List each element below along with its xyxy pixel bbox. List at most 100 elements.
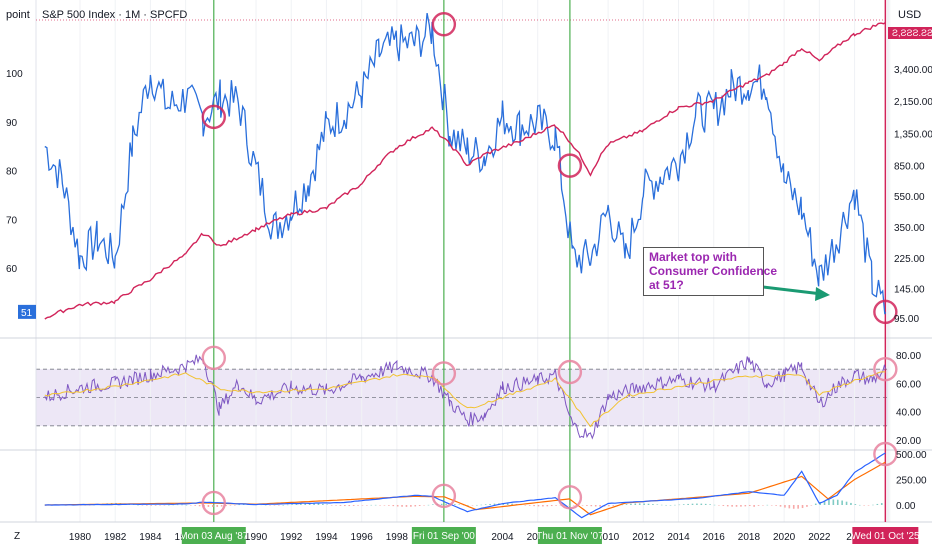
time-axis-tick: 2010 <box>597 532 620 543</box>
date-marker-label: Thu 01 Nov '07 <box>536 531 604 542</box>
macd-histogram-bar <box>687 503 689 505</box>
macd-histogram-bar <box>80 505 82 506</box>
highlight-circle <box>431 361 457 386</box>
macd-histogram-bar <box>718 505 720 506</box>
annotation-line-3: at 51? <box>649 278 684 292</box>
macd-histogram-bar <box>322 503 324 505</box>
right-current-value-label: Ƨ,ƧƧƧ.ƧƧ <box>892 28 932 38</box>
right-axis-tick: 225.00 <box>894 254 925 265</box>
macd-histogram-bar <box>788 505 791 509</box>
macd-histogram-bar <box>401 505 403 507</box>
macd-histogram-bar <box>269 505 271 506</box>
date-marker-labels: Mon 03 Aug '87 Fri 01 Sep '00 Thu 01 Nov '… <box>179 527 920 544</box>
axis-labels: 100 90 80 70 60 51 3,400.00 2,150.00 1,350.00 850… <box>6 27 932 543</box>
macd-histogram-bar <box>863 505 865 506</box>
macd-histogram-bar <box>634 503 637 505</box>
macd-histogram-bar <box>313 503 315 505</box>
annotation-box[interactable]: Market top with Consumer Confidence at 5… <box>643 247 777 296</box>
macd-histogram-bar <box>185 504 188 506</box>
macd-histogram-bar <box>388 505 390 506</box>
macd-histogram-bar <box>713 504 716 506</box>
macd-histogram-bar <box>396 505 399 507</box>
date-marker-tag <box>411 527 476 544</box>
macd-histogram-bar <box>291 504 293 505</box>
macd-histogram-bar <box>652 504 654 505</box>
macd-histogram-bar <box>726 505 729 507</box>
macd-histogram-bar <box>418 505 421 506</box>
macd-histogram-bar <box>190 505 192 506</box>
macd-histogram-bar <box>150 505 153 506</box>
macd-histogram-bar <box>801 505 804 509</box>
highlight-circle <box>557 485 583 510</box>
date-marker-lines <box>213 0 887 522</box>
macd-histogram-bar <box>660 504 663 506</box>
macd-histogram-bar <box>344 505 346 507</box>
macd-histogram-bar <box>524 505 527 506</box>
macd-histogram-bar <box>647 503 650 505</box>
time-axis-tick: 2012 <box>632 532 655 543</box>
chart-title[interactable]: S&P 500 Index · 1M · SPCFD <box>42 9 188 21</box>
macd-histogram-bar <box>480 504 483 506</box>
macd-histogram-bar <box>722 505 725 506</box>
macd-histogram-bar <box>599 505 601 507</box>
time-axis-tick: 2014 <box>667 532 690 543</box>
macd-histogram-bar <box>700 503 703 505</box>
macd-histogram-bar <box>326 504 329 505</box>
macd-histogram-bar <box>814 503 817 505</box>
macd-histogram-bar <box>876 503 879 505</box>
macd-histogram-bar <box>762 505 764 506</box>
right-axis-tick: 1,350.00 <box>894 129 932 140</box>
rsi-axis-tick: 40.00 <box>896 408 921 419</box>
macd-histogram-bar <box>590 505 593 507</box>
highlight-circle <box>201 104 226 130</box>
macd-histogram-bar <box>212 505 214 508</box>
macd-histogram-bar <box>643 503 645 505</box>
macd-histogram-bar <box>286 504 289 506</box>
time-axis-tick: 1992 <box>280 532 303 543</box>
macd-histogram-bar <box>757 505 760 506</box>
macd-histogram-bar <box>630 503 632 505</box>
macd-histogram-bar <box>370 504 373 506</box>
macd-histogram-bar <box>586 505 588 506</box>
time-axis-tick: 1980 <box>69 532 92 543</box>
macd-histogram-bar <box>806 505 808 507</box>
macd-histogram-bar <box>146 505 148 506</box>
right-axis-tick: 550.00 <box>894 192 925 203</box>
right-axis-tick: 145.00 <box>894 285 925 296</box>
macd-histogram-bar <box>295 503 298 505</box>
macd-histogram-bar <box>682 504 685 505</box>
macd-histogram-bar <box>489 503 491 505</box>
macd-histogram-bar <box>828 499 830 505</box>
macd-axis-tick: 250.00 <box>896 476 927 487</box>
macd-histogram-bar <box>775 505 777 506</box>
macd-histogram-bar <box>405 505 408 507</box>
left-axis-tick: 80 <box>6 167 18 178</box>
macd-histogram-bar <box>172 504 175 506</box>
time-axis-tick: 1984 <box>139 532 162 543</box>
macd-histogram-bar <box>304 503 307 505</box>
macd-histogram-bar <box>168 504 170 506</box>
right-axis-unit-label[interactable]: USD <box>898 9 922 21</box>
macd-axis-tick: 500.00 <box>896 450 927 461</box>
macd-histogram-bar <box>832 499 835 505</box>
macd-histogram-bar <box>335 505 337 506</box>
macd-histogram-bar <box>282 504 285 506</box>
left-current-value-label: 51 <box>21 308 33 319</box>
highlight-circles <box>201 12 898 516</box>
macd-histogram-bar <box>594 505 597 507</box>
macd-histogram-bar <box>625 504 628 505</box>
macd-histogram-bar <box>308 503 311 505</box>
timezone-corner-label[interactable]: Z <box>14 531 21 542</box>
macd-histogram-bar <box>159 505 161 506</box>
macd-histogram-bar <box>753 505 755 507</box>
macd-histogram-bar <box>467 504 469 506</box>
macd-histogram-bar <box>638 503 641 505</box>
macd-histogram-bar <box>476 504 478 506</box>
right-axis-tick: 350.00 <box>894 223 925 234</box>
macd-line <box>44 452 886 519</box>
macd-histogram-bar <box>432 504 434 505</box>
macd-histogram-bar <box>484 504 487 505</box>
macd-histogram-bar <box>238 504 241 506</box>
date-marker-tag <box>181 527 246 544</box>
macd-histogram-bar <box>410 505 412 507</box>
